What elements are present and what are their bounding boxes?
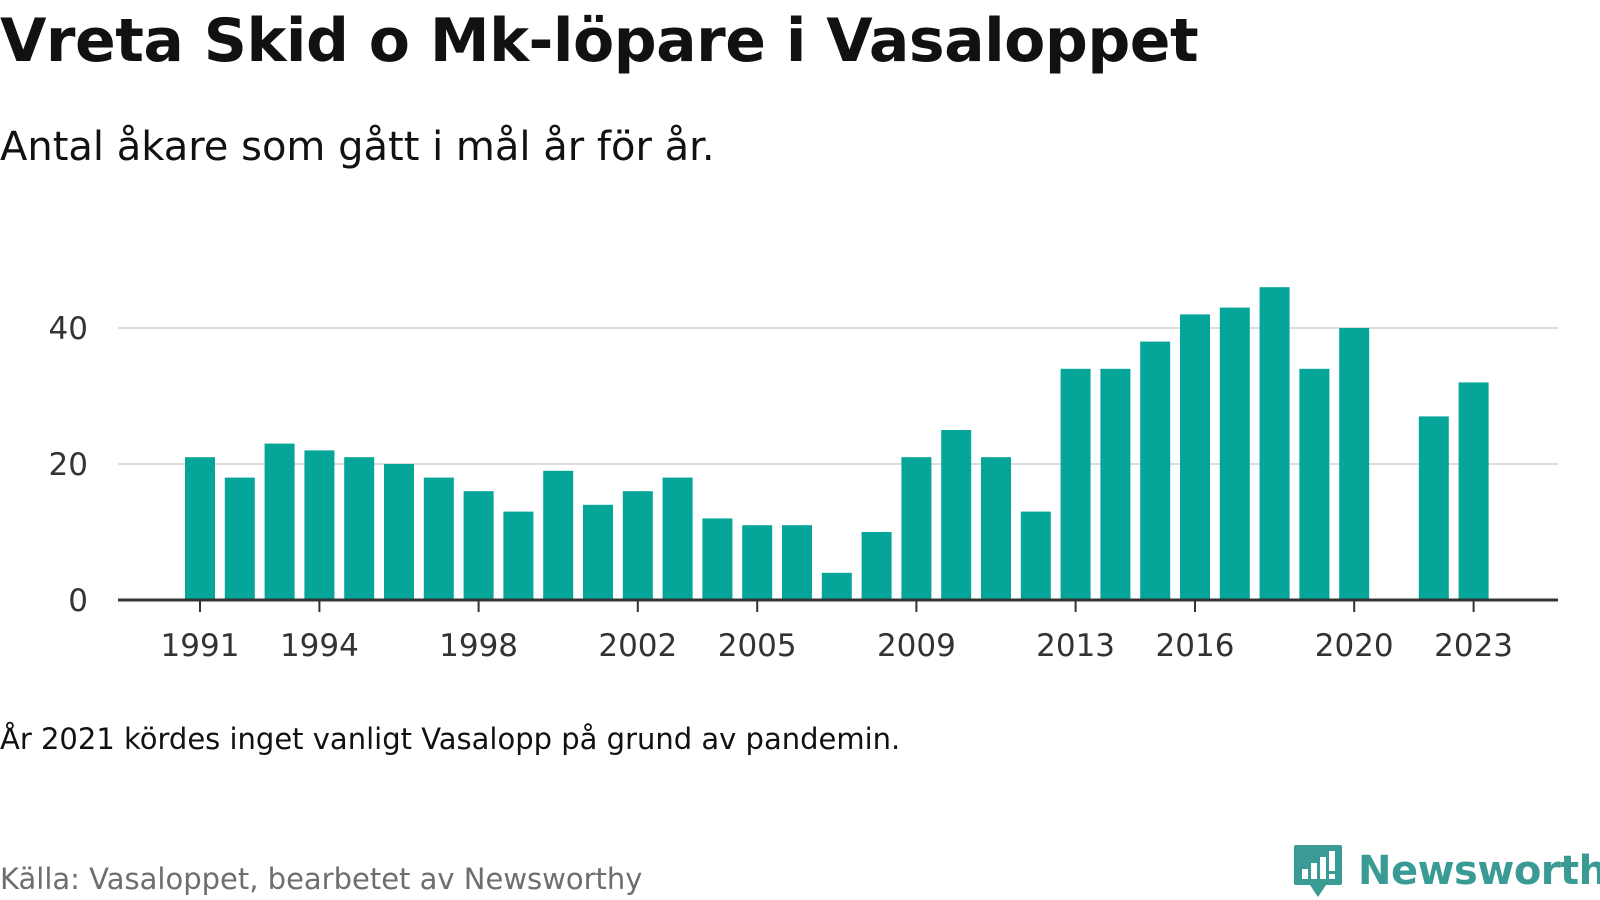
- bar-2010: [941, 430, 972, 600]
- x-tick-label: 2023: [1434, 628, 1513, 664]
- y-tick-label: 20: [49, 447, 88, 483]
- footnote: År 2021 kördes inget vanligt Vasalopp på…: [0, 722, 901, 756]
- x-tick-label: 1994: [280, 628, 359, 664]
- bar-1994: [304, 450, 335, 600]
- bar-2014: [1100, 368, 1131, 600]
- chart-title: Vreta Skid o Mk-löpare i Vasaloppet: [0, 6, 1199, 76]
- bar-2004: [702, 518, 733, 600]
- bar-1997: [423, 477, 454, 600]
- bar-chart: 0 20 40 1991 1994 1998 2002 2005 2009 2013 2016 202…: [49, 287, 1558, 664]
- x-tick-label: 2002: [598, 628, 677, 664]
- x-tick-label: 2020: [1315, 628, 1394, 664]
- brand-name: Newsworthy: [1358, 848, 1600, 894]
- bar-2020: [1339, 328, 1370, 600]
- source-credit: Källa: Vasaloppet, bearbetet av Newswort…: [0, 862, 643, 896]
- bar-2011: [981, 457, 1011, 600]
- bar-2022: [1418, 416, 1449, 600]
- y-tick-label: 40: [49, 311, 88, 347]
- bar-1999: [503, 511, 534, 600]
- bar-1992: [224, 477, 255, 600]
- bars: [185, 287, 1489, 600]
- bar-2015: [1140, 341, 1171, 600]
- bar-2008: [861, 532, 892, 600]
- bar-1991: [185, 457, 215, 600]
- bar-2001: [583, 504, 613, 600]
- x-tick-label: 2005: [718, 628, 797, 664]
- bar-2023: [1458, 382, 1489, 600]
- x-tick-label: 2016: [1156, 628, 1235, 664]
- x-tick-label: 2013: [1036, 628, 1115, 664]
- bar-2017: [1219, 307, 1250, 600]
- bar-2018: [1259, 287, 1290, 600]
- axes: [118, 598, 1558, 612]
- bar-1998: [463, 491, 494, 600]
- x-tick-label: 1991: [161, 628, 240, 664]
- bar-2013: [1060, 368, 1091, 600]
- bar-2019: [1299, 368, 1330, 600]
- bar-2016: [1180, 314, 1210, 600]
- bar-2002: [622, 491, 653, 600]
- newsworthy-brand[interactable]: Newsworthy: [1292, 843, 1600, 899]
- bar-2000: [543, 470, 574, 600]
- bar-2009: [901, 457, 932, 600]
- bar-1996: [384, 464, 414, 600]
- bar-2005: [742, 525, 773, 600]
- bar-2012: [1020, 511, 1051, 600]
- bar-1993: [264, 443, 295, 600]
- x-tick-label: 1998: [439, 628, 518, 664]
- y-tick-label: 0: [68, 583, 88, 619]
- newsworthy-logo-icon: [1294, 845, 1342, 897]
- bar-1995: [344, 457, 375, 600]
- chart-subtitle: Antal åkare som gått i mål år för år.: [0, 124, 715, 170]
- bar-2007: [821, 572, 852, 600]
- x-tick-label: 2009: [877, 628, 956, 664]
- bar-2006: [782, 525, 812, 600]
- tick-labels: 0 20 40 1991 1994 1998 2002 2005 2009 2013 2016 202…: [49, 311, 1514, 664]
- bar-2003: [662, 477, 693, 600]
